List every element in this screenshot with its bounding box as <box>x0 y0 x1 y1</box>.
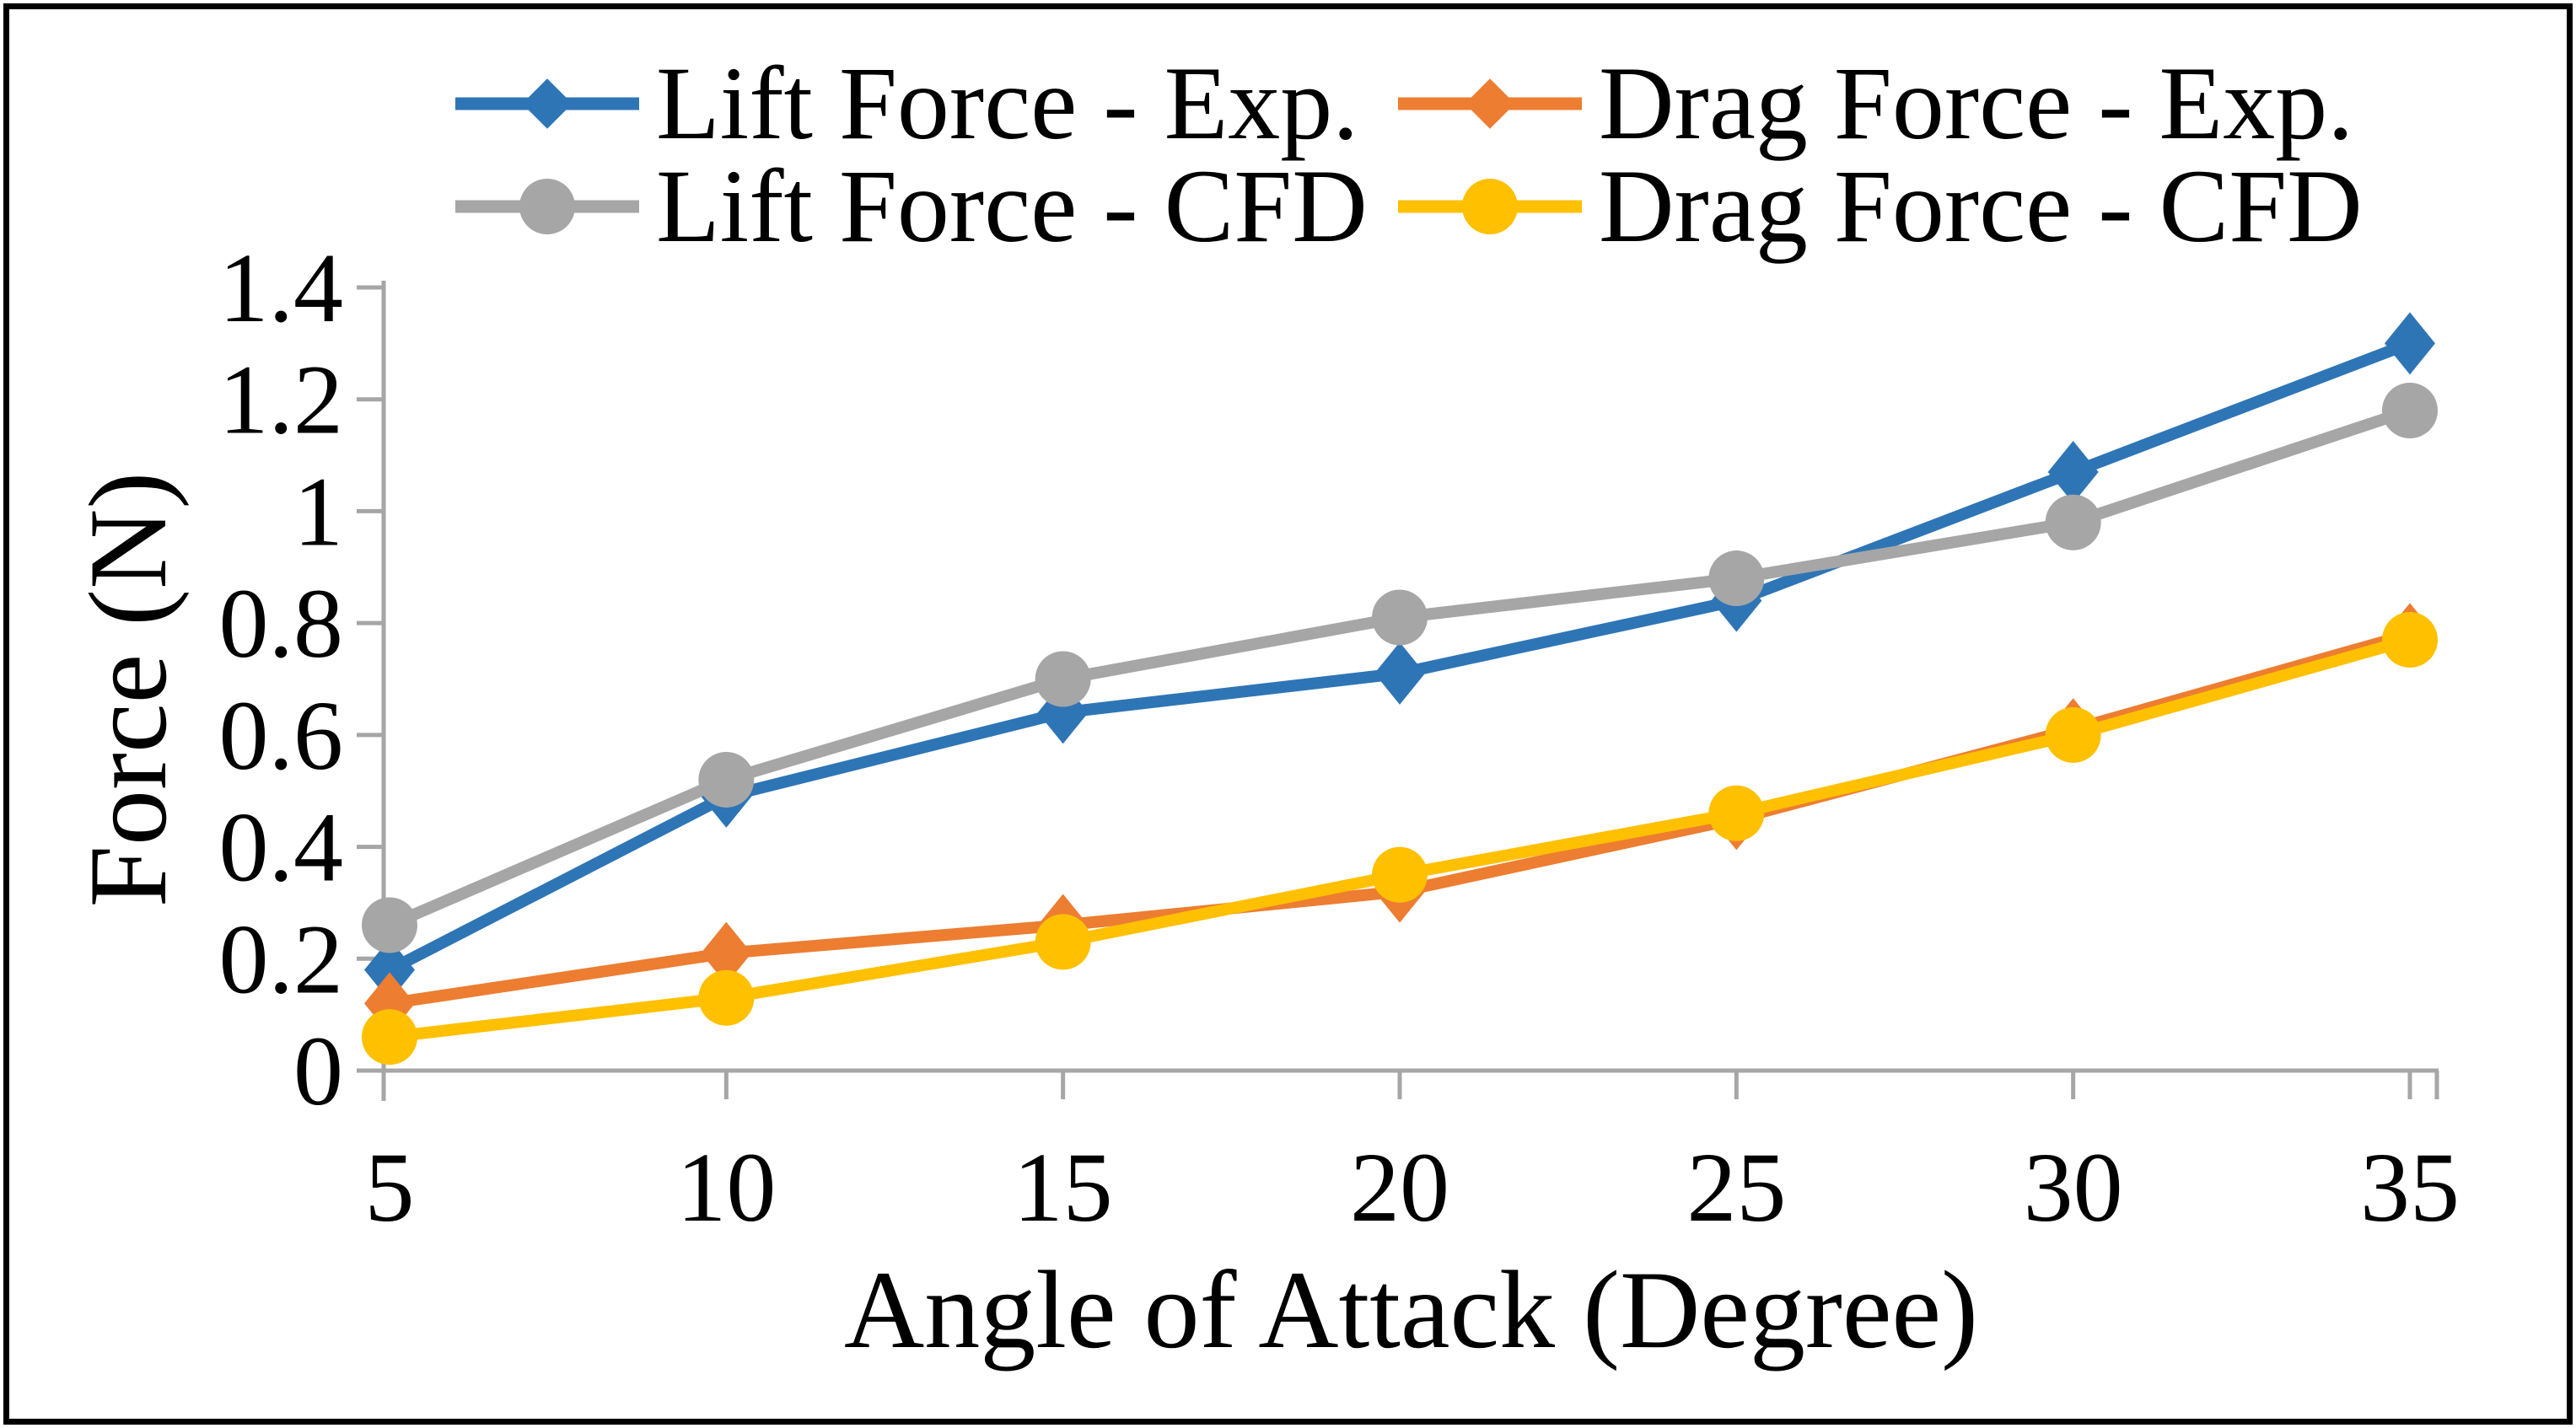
y-tick-label: 0.2 <box>219 904 344 1014</box>
marker-drag-force-cfd <box>1372 846 1428 903</box>
x-tick-label: 5 <box>365 1132 415 1243</box>
legend-label-drag-force-exp: Drag Force - Exp. <box>1599 46 2354 161</box>
marker-lift-force-cfd <box>362 897 417 953</box>
lift-cfd-swatch <box>455 169 639 244</box>
legend-item-drag-force-exp: Drag Force - Exp. <box>1398 46 2363 161</box>
marker-lift-force-cfd <box>698 751 755 808</box>
marker-drag-force-cfd <box>1035 914 1091 970</box>
marker-lift-force-cfd <box>2045 494 2101 550</box>
y-tick-label: 0.4 <box>219 792 344 903</box>
x-tick-label: 25 <box>1686 1132 1786 1243</box>
legend-label-drag-force-cfd: Drag Force - CFD <box>1599 148 2363 264</box>
marker-lift-force-exp <box>1374 642 1425 705</box>
marker-drag-force-cfd <box>2045 706 2101 763</box>
y-tick-label: 0.6 <box>219 680 344 791</box>
legend-item-drag-force-cfd: Drag Force - CFD <box>1398 148 2363 264</box>
x-tick-label: 30 <box>2024 1132 2123 1243</box>
legend-item-lift-force-exp: Lift Force - Exp. <box>455 46 1398 161</box>
x-tick-label: 35 <box>2360 1132 2460 1243</box>
lift-exp-swatch <box>455 66 639 142</box>
y-tick-label: 1.2 <box>219 345 344 455</box>
legend-item-lift-force-cfd: Lift Force - CFD <box>455 148 1398 264</box>
x-tick-label: 10 <box>676 1132 776 1243</box>
chart-legend: Lift Force - Exp. Drag Force - Exp. Lift… <box>455 46 2363 264</box>
marker-lift-force-cfd <box>1372 589 1428 646</box>
legend-label-lift-force-exp: Lift Force - Exp. <box>656 46 1359 161</box>
diamond-marker-icon <box>1465 78 1515 129</box>
diamond-marker-icon <box>522 78 573 129</box>
figure-border <box>3 3 2573 1425</box>
marker-lift-force-cfd <box>2382 382 2438 438</box>
marker-drag-force-cfd <box>1708 785 1765 841</box>
marker-lift-force-cfd <box>1708 550 1765 607</box>
x-axis-title: Angle of Attack (Degree) <box>843 1248 1979 1372</box>
y-tick-label: 1.4 <box>219 233 344 343</box>
drag-cfd-swatch <box>1398 169 1582 244</box>
circle-marker-icon <box>519 179 575 234</box>
marker-lift-force-cfd <box>1035 651 1091 707</box>
y-tick-label: 0.8 <box>219 568 344 679</box>
circle-marker-icon <box>1462 179 1518 234</box>
x-tick-label: 15 <box>1014 1132 1113 1243</box>
marker-drag-force-cfd <box>2382 612 2438 668</box>
marker-drag-force-cfd <box>698 969 755 1026</box>
y-tick-label: 0 <box>293 1016 343 1126</box>
legend-label-lift-force-cfd: Lift Force - CFD <box>656 148 1368 264</box>
y-tick-label: 1 <box>293 456 343 566</box>
marker-lift-force-exp <box>2047 440 2099 503</box>
y-axis-title: Force (N) <box>66 471 190 908</box>
marker-lift-force-exp <box>364 938 415 1001</box>
marker-drag-force-exp <box>701 921 752 985</box>
marker-drag-force-cfd <box>362 1009 417 1066</box>
drag-exp-swatch <box>1398 66 1582 142</box>
x-tick-label: 20 <box>1350 1132 1449 1243</box>
marker-lift-force-exp <box>2385 312 2435 375</box>
